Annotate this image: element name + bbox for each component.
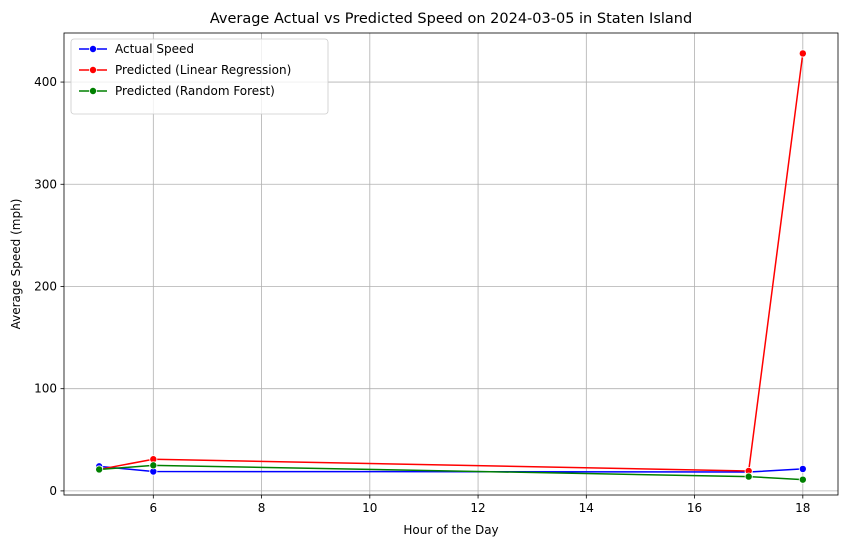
data-point [95,465,104,474]
y-tick-label: 400 [34,75,57,89]
axis-ticks: 6 8 10 12 14 16 18 0 100 200 300 400 [34,75,810,515]
x-tick-label: 14 [579,501,594,515]
legend-label: Predicted (Linear Regression) [115,63,291,77]
data-point [744,472,753,481]
x-tick-label: 8 [258,501,266,515]
x-tick-label: 10 [362,501,377,515]
data-point [798,475,807,484]
x-tick-label: 16 [687,501,702,515]
series-line [99,465,803,473]
x-tick-label: 6 [149,501,157,515]
legend: Actual Speed Predicted (Linear Regression… [70,38,329,115]
legend-label: Predicted (Random Forest) [115,84,275,98]
series-line [99,464,803,481]
legend-marker [89,87,98,96]
legend-item: Predicted (Linear Regression) [79,63,291,77]
x-tick-label: 12 [470,501,485,515]
series-layer [95,49,807,484]
plot-area-frame [63,32,839,496]
data-point [798,49,807,58]
chart-title: Average Actual vs Predicted Speed on 202… [210,11,692,27]
legend-box [70,38,329,115]
series-line [99,53,804,472]
series-2 [95,461,807,484]
y-tick-label: 300 [34,177,57,191]
legend-label: Actual Speed [115,42,194,56]
y-axis-label: Average Speed (mph) [9,199,23,330]
y-tick-label: 200 [34,279,57,293]
legend-marker [89,45,98,54]
grid [64,33,838,495]
legend-marker [89,66,98,75]
x-tick-label: 18 [795,501,810,515]
data-point [149,461,158,470]
data-point [798,464,807,473]
legend-item: Predicted (Random Forest) [79,84,275,98]
legend-item: Actual Speed [79,42,194,56]
y-tick-label: 100 [34,382,57,396]
x-axis-label: Hour of the Day [403,523,498,537]
y-tick-label: 0 [49,484,57,498]
